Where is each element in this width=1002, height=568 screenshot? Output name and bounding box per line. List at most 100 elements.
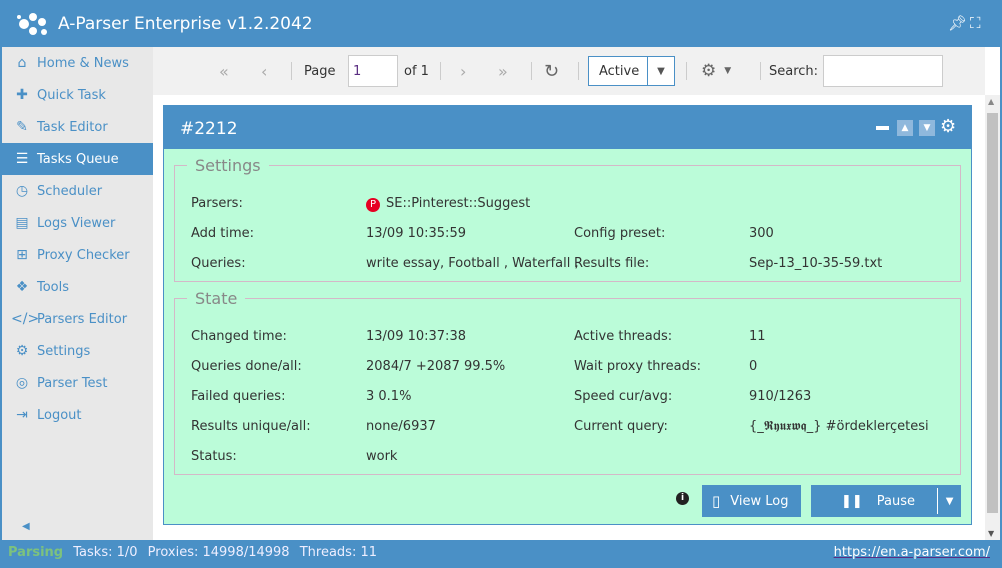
pinterest-icon: P xyxy=(366,198,380,212)
cubes-icon: ❖ xyxy=(15,279,29,295)
pin-icon[interactable]: 📌︎ xyxy=(948,14,968,32)
sidebar-item-parser-test[interactable]: ◎ Parser Test xyxy=(2,367,153,399)
move-up-icon[interactable]: ▲ xyxy=(897,120,913,136)
sidebar-item-settings[interactable]: ⚙ Settings xyxy=(2,335,153,367)
settings-fieldset: Settings Parsers: P SE::Pinterest::Sugges… xyxy=(174,156,961,282)
sidebar-item-label: Logs Viewer xyxy=(37,215,116,231)
task-id: #2212 xyxy=(180,119,238,139)
scrollbar-thumb[interactable] xyxy=(987,113,998,513)
sidebar-item-tasks-queue[interactable]: ☰ Tasks Queue xyxy=(2,143,153,175)
view-log-label: View Log xyxy=(730,493,789,509)
sidebar-item-tools[interactable]: ❖ Tools xyxy=(2,271,153,303)
pencil-icon: ✎ xyxy=(16,119,28,135)
sidebar-item-logs-viewer[interactable]: ▤ Logs Viewer xyxy=(2,207,153,239)
failed-value: 3 0.1% xyxy=(366,389,412,404)
label: Parsers: xyxy=(191,196,243,211)
changed-label: Changed time: xyxy=(191,329,287,344)
sidebar-item-home-news[interactable]: ⌂ Home & News xyxy=(2,47,153,79)
done-value: 2084/7 +2087 99.5% xyxy=(366,359,506,374)
task-panel: #2212 ▲ ▼ ⚙ Settings Parsers: P SE::Pinte… xyxy=(163,105,972,525)
state-fieldset: State Changed time: 13/09 10:37:38 Active t… xyxy=(174,289,961,475)
move-down-icon[interactable]: ▼ xyxy=(919,120,935,136)
wait-label: Wait proxy threads: xyxy=(574,359,701,374)
view-log-button[interactable]: ▯ View Log xyxy=(702,485,801,517)
speed-value: 910/1263 xyxy=(749,389,812,404)
parsers-value[interactable]: P SE::Pinterest::Suggest xyxy=(366,196,530,212)
threads-count: Threads: 11 xyxy=(299,545,378,560)
sidebar-item-label: Scheduler xyxy=(37,183,103,199)
sidebar: ⌂ Home & News ✚ Quick Task ✎ Task Editor ☰ Task… xyxy=(2,47,153,540)
prev-page-icon[interactable]: ‹ xyxy=(261,61,268,81)
scrollbar[interactable]: ▲ ▼ xyxy=(985,95,1000,540)
divider xyxy=(686,62,687,80)
status-bar: Parsing Tasks: 1/0 Proxies: 14998/14998 … xyxy=(2,540,1000,566)
sidebar-item-parsers-editor[interactable]: </> Parsers Editor xyxy=(2,303,153,335)
label: Config preset: xyxy=(574,226,666,241)
filter-select[interactable]: Active ▼ xyxy=(588,56,675,86)
sidebar-item-label: Parsers Editor xyxy=(37,311,128,327)
active-value: 11 xyxy=(749,329,766,344)
title-bar: A-Parser Enterprise v1.2.2042 📌︎ ⛶ xyxy=(2,2,1000,47)
page-input[interactable]: 1 xyxy=(348,55,398,87)
sidebar-item-quick-task[interactable]: ✚ Quick Task xyxy=(2,79,153,111)
settings-legend: Settings xyxy=(195,156,261,175)
search-input[interactable] xyxy=(823,55,943,87)
sidebar-item-task-editor[interactable]: ✎ Task Editor xyxy=(2,111,153,143)
clock-icon: ◷ xyxy=(15,183,29,199)
list-icon: ☰ xyxy=(15,151,29,167)
value: 300 xyxy=(749,226,774,241)
proxies-count: Proxies: 14998/14998 xyxy=(147,545,290,560)
sidebar-item-label: Tools xyxy=(37,279,70,295)
divider xyxy=(440,62,441,80)
code-icon: </> xyxy=(11,311,40,327)
puzzle-icon: ✚ xyxy=(16,87,28,103)
minimize-icon[interactable] xyxy=(876,126,889,130)
fullscreen-icon[interactable]: ⛶ xyxy=(970,14,981,32)
page-label: Page xyxy=(304,63,336,79)
sidebar-item-proxy-checker[interactable]: ⊞ Proxy Checker xyxy=(2,239,153,271)
site-link[interactable]: https://en.a-parser.com/ xyxy=(833,545,990,560)
unique-value: none/6937 xyxy=(366,419,436,434)
done-label: Queries done/all: xyxy=(191,359,302,374)
gear-icon[interactable]: ⚙ ▼ xyxy=(701,61,732,81)
divider xyxy=(531,62,532,80)
pause-dropdown-icon[interactable]: ▼ xyxy=(937,488,961,514)
label: Add time: xyxy=(191,226,255,241)
task-settings-icon[interactable]: ⚙ xyxy=(940,116,957,137)
failed-label: Failed queries: xyxy=(191,389,286,404)
sidebar-item-logout[interactable]: ⇥ Logout xyxy=(2,399,153,431)
page-count: of 1 xyxy=(404,63,429,79)
speed-label: Speed cur/avg: xyxy=(574,389,673,404)
parsing-status: Parsing xyxy=(8,545,64,560)
chevron-down-icon[interactable]: ▼ xyxy=(647,57,674,85)
task-header: #2212 ▲ ▼ ⚙ xyxy=(164,106,971,149)
sidebar-item-label: Tasks Queue xyxy=(37,151,119,167)
state-legend: State xyxy=(195,289,238,308)
first-page-icon[interactable]: « xyxy=(219,61,229,81)
info-icon[interactable]: i xyxy=(676,492,689,505)
file-icon: ▯ xyxy=(712,492,721,510)
sidebar-item-scheduler[interactable]: ◷ Scheduler xyxy=(2,175,153,207)
current-label: Current query: xyxy=(574,419,668,434)
label: Queries: xyxy=(191,256,246,271)
sign-out-icon: ⇥ xyxy=(16,407,28,423)
current-value: {_𝕽𝖞𝖚𝖝𝖜𝖖_} #ördeklerçetesi xyxy=(749,419,929,434)
value: SE::Pinterest::Suggest xyxy=(386,196,531,211)
sidebar-item-label: Home & News xyxy=(37,55,129,71)
pause-button[interactable]: ❚❚ Pause ▼ xyxy=(811,485,961,517)
pause-icon: ❚❚ xyxy=(841,493,863,509)
sidebar-item-label: Settings xyxy=(37,343,91,359)
active-label: Active threads: xyxy=(574,329,673,344)
refresh-icon[interactable]: ↻ xyxy=(544,60,560,82)
file-icon: ▤ xyxy=(15,215,29,231)
collapse-sidebar-icon[interactable]: ◀ xyxy=(22,521,30,532)
next-page-icon[interactable]: › xyxy=(460,61,467,81)
last-page-icon[interactable]: » xyxy=(498,61,508,81)
changed-value: 13/09 10:37:38 xyxy=(366,329,466,344)
sidebar-item-label: Task Editor xyxy=(37,119,108,135)
divider xyxy=(578,62,579,80)
results-file-link[interactable]: Sep-13_10-35-59.txt xyxy=(749,256,883,271)
status-label: Status: xyxy=(191,449,237,464)
unique-label: Results unique/all: xyxy=(191,419,311,434)
